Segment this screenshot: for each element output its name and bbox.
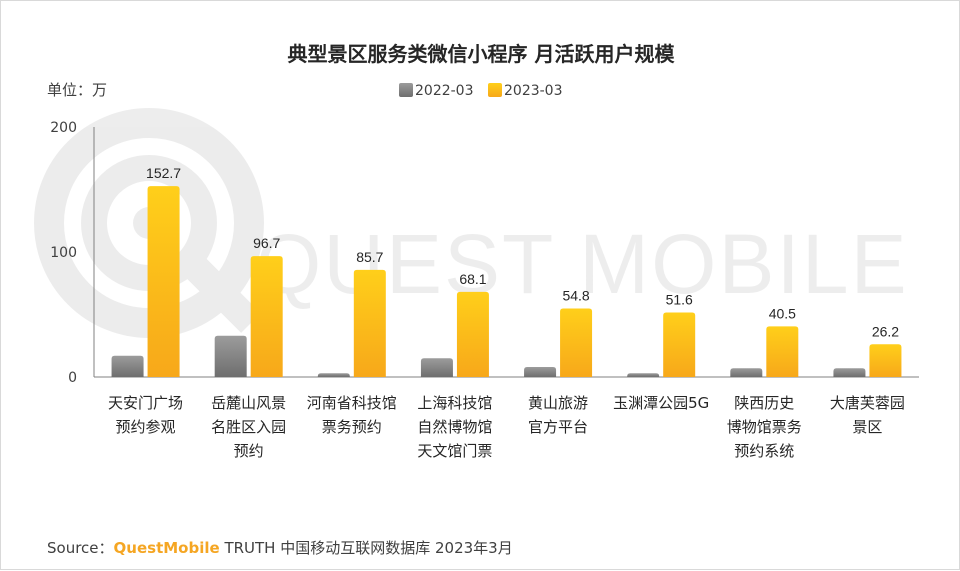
x-tick-label-line: 自然博物馆 xyxy=(417,418,492,436)
x-tick-label-line: 预约 xyxy=(234,442,264,460)
x-tick-label-line: 预约系统 xyxy=(734,442,794,460)
data-label: 96.7 xyxy=(253,235,280,251)
bar-2022-03 xyxy=(111,355,144,377)
x-tick-label: 岳麓山风景名胜区入园预约 xyxy=(211,394,286,460)
x-tick-label: 陕西历史博物馆票务预约系统 xyxy=(727,394,802,460)
data-label: 54.8 xyxy=(562,288,589,304)
x-tick-label: 黄山旅游官方平台 xyxy=(528,394,588,436)
x-tick-label-line: 玉渊潭公园5G xyxy=(613,394,709,412)
data-label: 85.7 xyxy=(356,249,383,265)
legend-label-2023: 2023-03 xyxy=(504,83,563,99)
chart-title: 典型景区服务类微信小程序 月活跃用户规模 xyxy=(288,42,676,66)
x-tick-label-line: 景区 xyxy=(852,418,882,436)
bar-2022-03 xyxy=(730,368,763,377)
bar-2023-03 xyxy=(456,291,489,377)
x-tick-label-line: 岳麓山风景 xyxy=(211,394,286,412)
x-tick-label-line: 天文馆门票 xyxy=(417,442,492,460)
bar-2023-03 xyxy=(766,326,799,377)
bar-2022-03 xyxy=(524,367,557,377)
legend-label-2022: 2022-03 xyxy=(415,83,474,99)
source-prefix: Source： xyxy=(47,539,114,557)
data-label: 26.2 xyxy=(872,323,899,339)
source-note: Source：QuestMobile TRUTH 中国移动互联网数据库 2023… xyxy=(47,539,513,557)
data-label: 40.5 xyxy=(769,305,796,321)
bar-2023-03 xyxy=(250,256,283,377)
x-tick-label-line: 黄山旅游 xyxy=(528,394,588,412)
data-label: 51.6 xyxy=(666,292,693,308)
bar-2023-03 xyxy=(869,344,902,377)
x-tick-label: 玉渊潭公园5G xyxy=(613,394,709,412)
x-tick-label-line: 河南省科技馆 xyxy=(307,394,397,412)
x-tick-label: 河南省科技馆票务预约 xyxy=(307,394,397,436)
x-tick-label-line: 博物馆票务 xyxy=(727,418,802,436)
bar-2022-03 xyxy=(833,368,866,377)
data-label: 68.1 xyxy=(459,271,486,287)
unit-label: 单位：万 xyxy=(47,81,107,99)
x-tick-label: 上海科技馆自然博物馆天文馆门票 xyxy=(417,394,492,460)
x-tick-label-line: 天安门广场 xyxy=(108,394,183,412)
x-tick-label-line: 票务预约 xyxy=(322,418,382,436)
y-tick-label: 100 xyxy=(50,245,77,261)
bar-2023-03 xyxy=(663,312,696,377)
source-text: TRUTH 中国移动互联网数据库 2023年3月 xyxy=(220,539,513,557)
x-tick-label-line: 陕西历史 xyxy=(734,394,794,412)
x-tick-label-line: 上海科技馆 xyxy=(417,394,492,412)
legend-swatch-2023 xyxy=(488,83,502,97)
legend-swatch-2022 xyxy=(399,83,413,97)
bar-2023-03 xyxy=(560,308,593,377)
x-tick-label-line: 官方平台 xyxy=(528,418,588,436)
bar-2022-03 xyxy=(627,373,660,377)
x-tick-label-line: 大唐芙蓉园 xyxy=(830,394,905,412)
y-tick-label: 0 xyxy=(68,370,77,386)
x-tick-label-line: 预约参观 xyxy=(116,418,176,436)
y-tick-label: 200 xyxy=(50,120,77,136)
legend: 2022-03 2023-03 xyxy=(399,83,563,99)
x-tick-label: 天安门广场预约参观 xyxy=(108,394,183,436)
source-brand: QuestMobile xyxy=(114,539,220,557)
bar-2023-03 xyxy=(147,186,180,377)
bar-2022-03 xyxy=(420,358,453,377)
bar-2022-03 xyxy=(317,373,350,377)
bar-2022-03 xyxy=(214,335,247,377)
data-label: 152.7 xyxy=(146,165,181,181)
x-tick-label: 大唐芙蓉园景区 xyxy=(830,394,905,436)
bar-2023-03 xyxy=(353,269,386,377)
x-tick-label-line: 名胜区入园 xyxy=(211,418,286,436)
